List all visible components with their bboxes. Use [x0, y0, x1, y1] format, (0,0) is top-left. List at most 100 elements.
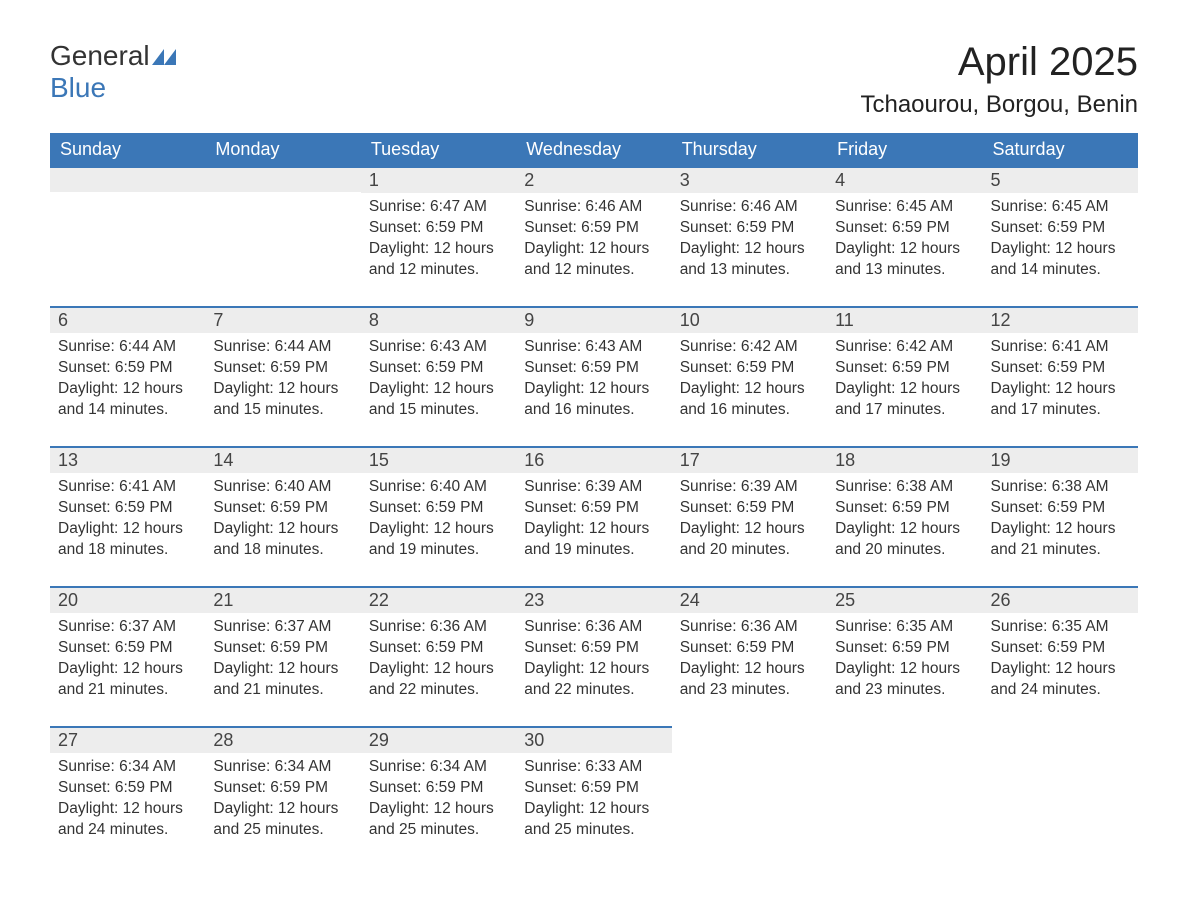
- calendar-cell: [983, 726, 1138, 866]
- sunset-line: Sunset: 6:59 PM: [991, 498, 1130, 519]
- sunrise-line: Sunrise: 6:44 AM: [58, 337, 197, 358]
- sunrise-line: Sunrise: 6:42 AM: [835, 337, 974, 358]
- daylight-line: and 20 minutes.: [680, 540, 819, 561]
- daylight-line: Daylight: 12 hours: [835, 239, 974, 260]
- daylight-line: and 12 minutes.: [524, 260, 663, 281]
- daylight-line: Daylight: 12 hours: [991, 659, 1130, 680]
- sunset-line: Sunset: 6:59 PM: [835, 498, 974, 519]
- daylight-line: Daylight: 12 hours: [835, 659, 974, 680]
- day-body: Sunrise: 6:40 AMSunset: 6:59 PMDaylight:…: [205, 473, 360, 569]
- sunset-line: Sunset: 6:59 PM: [213, 358, 352, 379]
- daylight-line: and 17 minutes.: [835, 400, 974, 421]
- calendar-cell: 24Sunrise: 6:36 AMSunset: 6:59 PMDayligh…: [672, 586, 827, 726]
- day-number-bar: 1: [361, 166, 516, 193]
- daylight-line: Daylight: 12 hours: [524, 799, 663, 820]
- day-body: Sunrise: 6:39 AMSunset: 6:59 PMDaylight:…: [672, 473, 827, 569]
- day-number-bar: 27: [50, 726, 205, 753]
- daylight-line: Daylight: 12 hours: [991, 519, 1130, 540]
- day-body: Sunrise: 6:34 AMSunset: 6:59 PMDaylight:…: [50, 753, 205, 849]
- sunrise-line: Sunrise: 6:38 AM: [835, 477, 974, 498]
- day-number-bar: 28: [205, 726, 360, 753]
- col-header: Friday: [827, 133, 982, 166]
- daylight-line: and 17 minutes.: [991, 400, 1130, 421]
- sunset-line: Sunset: 6:59 PM: [369, 498, 508, 519]
- calendar-week-row: 6Sunrise: 6:44 AMSunset: 6:59 PMDaylight…: [50, 306, 1138, 446]
- sunset-line: Sunset: 6:59 PM: [58, 498, 197, 519]
- calendar-cell: 1Sunrise: 6:47 AMSunset: 6:59 PMDaylight…: [361, 166, 516, 306]
- calendar-header-row: Sunday Monday Tuesday Wednesday Thursday…: [50, 133, 1138, 166]
- day-body: Sunrise: 6:41 AMSunset: 6:59 PMDaylight:…: [50, 473, 205, 569]
- daylight-line: Daylight: 12 hours: [213, 659, 352, 680]
- daylight-line: and 23 minutes.: [680, 680, 819, 701]
- daylight-line: Daylight: 12 hours: [835, 379, 974, 400]
- calendar-cell: 30Sunrise: 6:33 AMSunset: 6:59 PMDayligh…: [516, 726, 671, 866]
- daylight-line: and 25 minutes.: [213, 820, 352, 841]
- daylight-line: Daylight: 12 hours: [58, 659, 197, 680]
- col-header: Tuesday: [361, 133, 516, 166]
- day-body: Sunrise: 6:45 AMSunset: 6:59 PMDaylight:…: [827, 193, 982, 289]
- sunrise-line: Sunrise: 6:34 AM: [58, 757, 197, 778]
- daylight-line: Daylight: 12 hours: [369, 659, 508, 680]
- sunset-line: Sunset: 6:59 PM: [213, 498, 352, 519]
- title-block: April 2025 Tchaourou, Borgou, Benin: [860, 40, 1138, 129]
- sunrise-line: Sunrise: 6:43 AM: [369, 337, 508, 358]
- calendar-cell: [50, 166, 205, 306]
- day-body: Sunrise: 6:42 AMSunset: 6:59 PMDaylight:…: [827, 333, 982, 429]
- sunset-line: Sunset: 6:59 PM: [58, 638, 197, 659]
- day-number-bar: 16: [516, 446, 671, 473]
- location-subtitle: Tchaourou, Borgou, Benin: [860, 91, 1138, 119]
- day-body: Sunrise: 6:43 AMSunset: 6:59 PMDaylight:…: [361, 333, 516, 429]
- logo-word-1: General: [50, 40, 150, 71]
- daylight-line: Daylight: 12 hours: [680, 239, 819, 260]
- sunrise-line: Sunrise: 6:39 AM: [524, 477, 663, 498]
- day-number-bar: 2: [516, 166, 671, 193]
- daylight-line: and 18 minutes.: [213, 540, 352, 561]
- sunrise-line: Sunrise: 6:34 AM: [369, 757, 508, 778]
- sunrise-line: Sunrise: 6:46 AM: [680, 197, 819, 218]
- sunrise-line: Sunrise: 6:45 AM: [835, 197, 974, 218]
- calendar-cell: 21Sunrise: 6:37 AMSunset: 6:59 PMDayligh…: [205, 586, 360, 726]
- daylight-line: Daylight: 12 hours: [58, 519, 197, 540]
- sunrise-line: Sunrise: 6:39 AM: [680, 477, 819, 498]
- day-body: Sunrise: 6:36 AMSunset: 6:59 PMDaylight:…: [361, 613, 516, 709]
- calendar-week-row: 20Sunrise: 6:37 AMSunset: 6:59 PMDayligh…: [50, 586, 1138, 726]
- daylight-line: and 16 minutes.: [524, 400, 663, 421]
- day-number-bar: 13: [50, 446, 205, 473]
- daylight-line: Daylight: 12 hours: [835, 519, 974, 540]
- day-number-bar: 21: [205, 586, 360, 613]
- daylight-line: and 14 minutes.: [58, 400, 197, 421]
- col-header: Saturday: [983, 133, 1138, 166]
- day-number-bar: 12: [983, 306, 1138, 333]
- day-body: Sunrise: 6:37 AMSunset: 6:59 PMDaylight:…: [205, 613, 360, 709]
- sunset-line: Sunset: 6:59 PM: [58, 778, 197, 799]
- daylight-line: Daylight: 12 hours: [680, 519, 819, 540]
- day-number-bar: 24: [672, 586, 827, 613]
- calendar-cell: 28Sunrise: 6:34 AMSunset: 6:59 PMDayligh…: [205, 726, 360, 866]
- calendar-cell: 23Sunrise: 6:36 AMSunset: 6:59 PMDayligh…: [516, 586, 671, 726]
- daylight-line: and 21 minutes.: [58, 680, 197, 701]
- daylight-line: and 20 minutes.: [835, 540, 974, 561]
- daylight-line: and 25 minutes.: [369, 820, 508, 841]
- day-body: Sunrise: 6:40 AMSunset: 6:59 PMDaylight:…: [361, 473, 516, 569]
- calendar-cell: 25Sunrise: 6:35 AMSunset: 6:59 PMDayligh…: [827, 586, 982, 726]
- daylight-line: Daylight: 12 hours: [524, 519, 663, 540]
- sunrise-line: Sunrise: 6:43 AM: [524, 337, 663, 358]
- col-header: Monday: [205, 133, 360, 166]
- day-number-bar: 4: [827, 166, 982, 193]
- daylight-line: Daylight: 12 hours: [680, 659, 819, 680]
- daylight-line: Daylight: 12 hours: [213, 799, 352, 820]
- sunset-line: Sunset: 6:59 PM: [524, 218, 663, 239]
- daylight-line: and 24 minutes.: [58, 820, 197, 841]
- calendar-cell: 14Sunrise: 6:40 AMSunset: 6:59 PMDayligh…: [205, 446, 360, 586]
- calendar-cell: [672, 726, 827, 866]
- sunset-line: Sunset: 6:59 PM: [524, 638, 663, 659]
- daylight-line: Daylight: 12 hours: [524, 239, 663, 260]
- sunset-line: Sunset: 6:59 PM: [369, 638, 508, 659]
- day-body: Sunrise: 6:39 AMSunset: 6:59 PMDaylight:…: [516, 473, 671, 569]
- daylight-line: and 13 minutes.: [835, 260, 974, 281]
- day-body: Sunrise: 6:47 AMSunset: 6:59 PMDaylight:…: [361, 193, 516, 289]
- day-number-bar: 10: [672, 306, 827, 333]
- daylight-line: Daylight: 12 hours: [369, 379, 508, 400]
- calendar-cell: 26Sunrise: 6:35 AMSunset: 6:59 PMDayligh…: [983, 586, 1138, 726]
- day-number-bar: 11: [827, 306, 982, 333]
